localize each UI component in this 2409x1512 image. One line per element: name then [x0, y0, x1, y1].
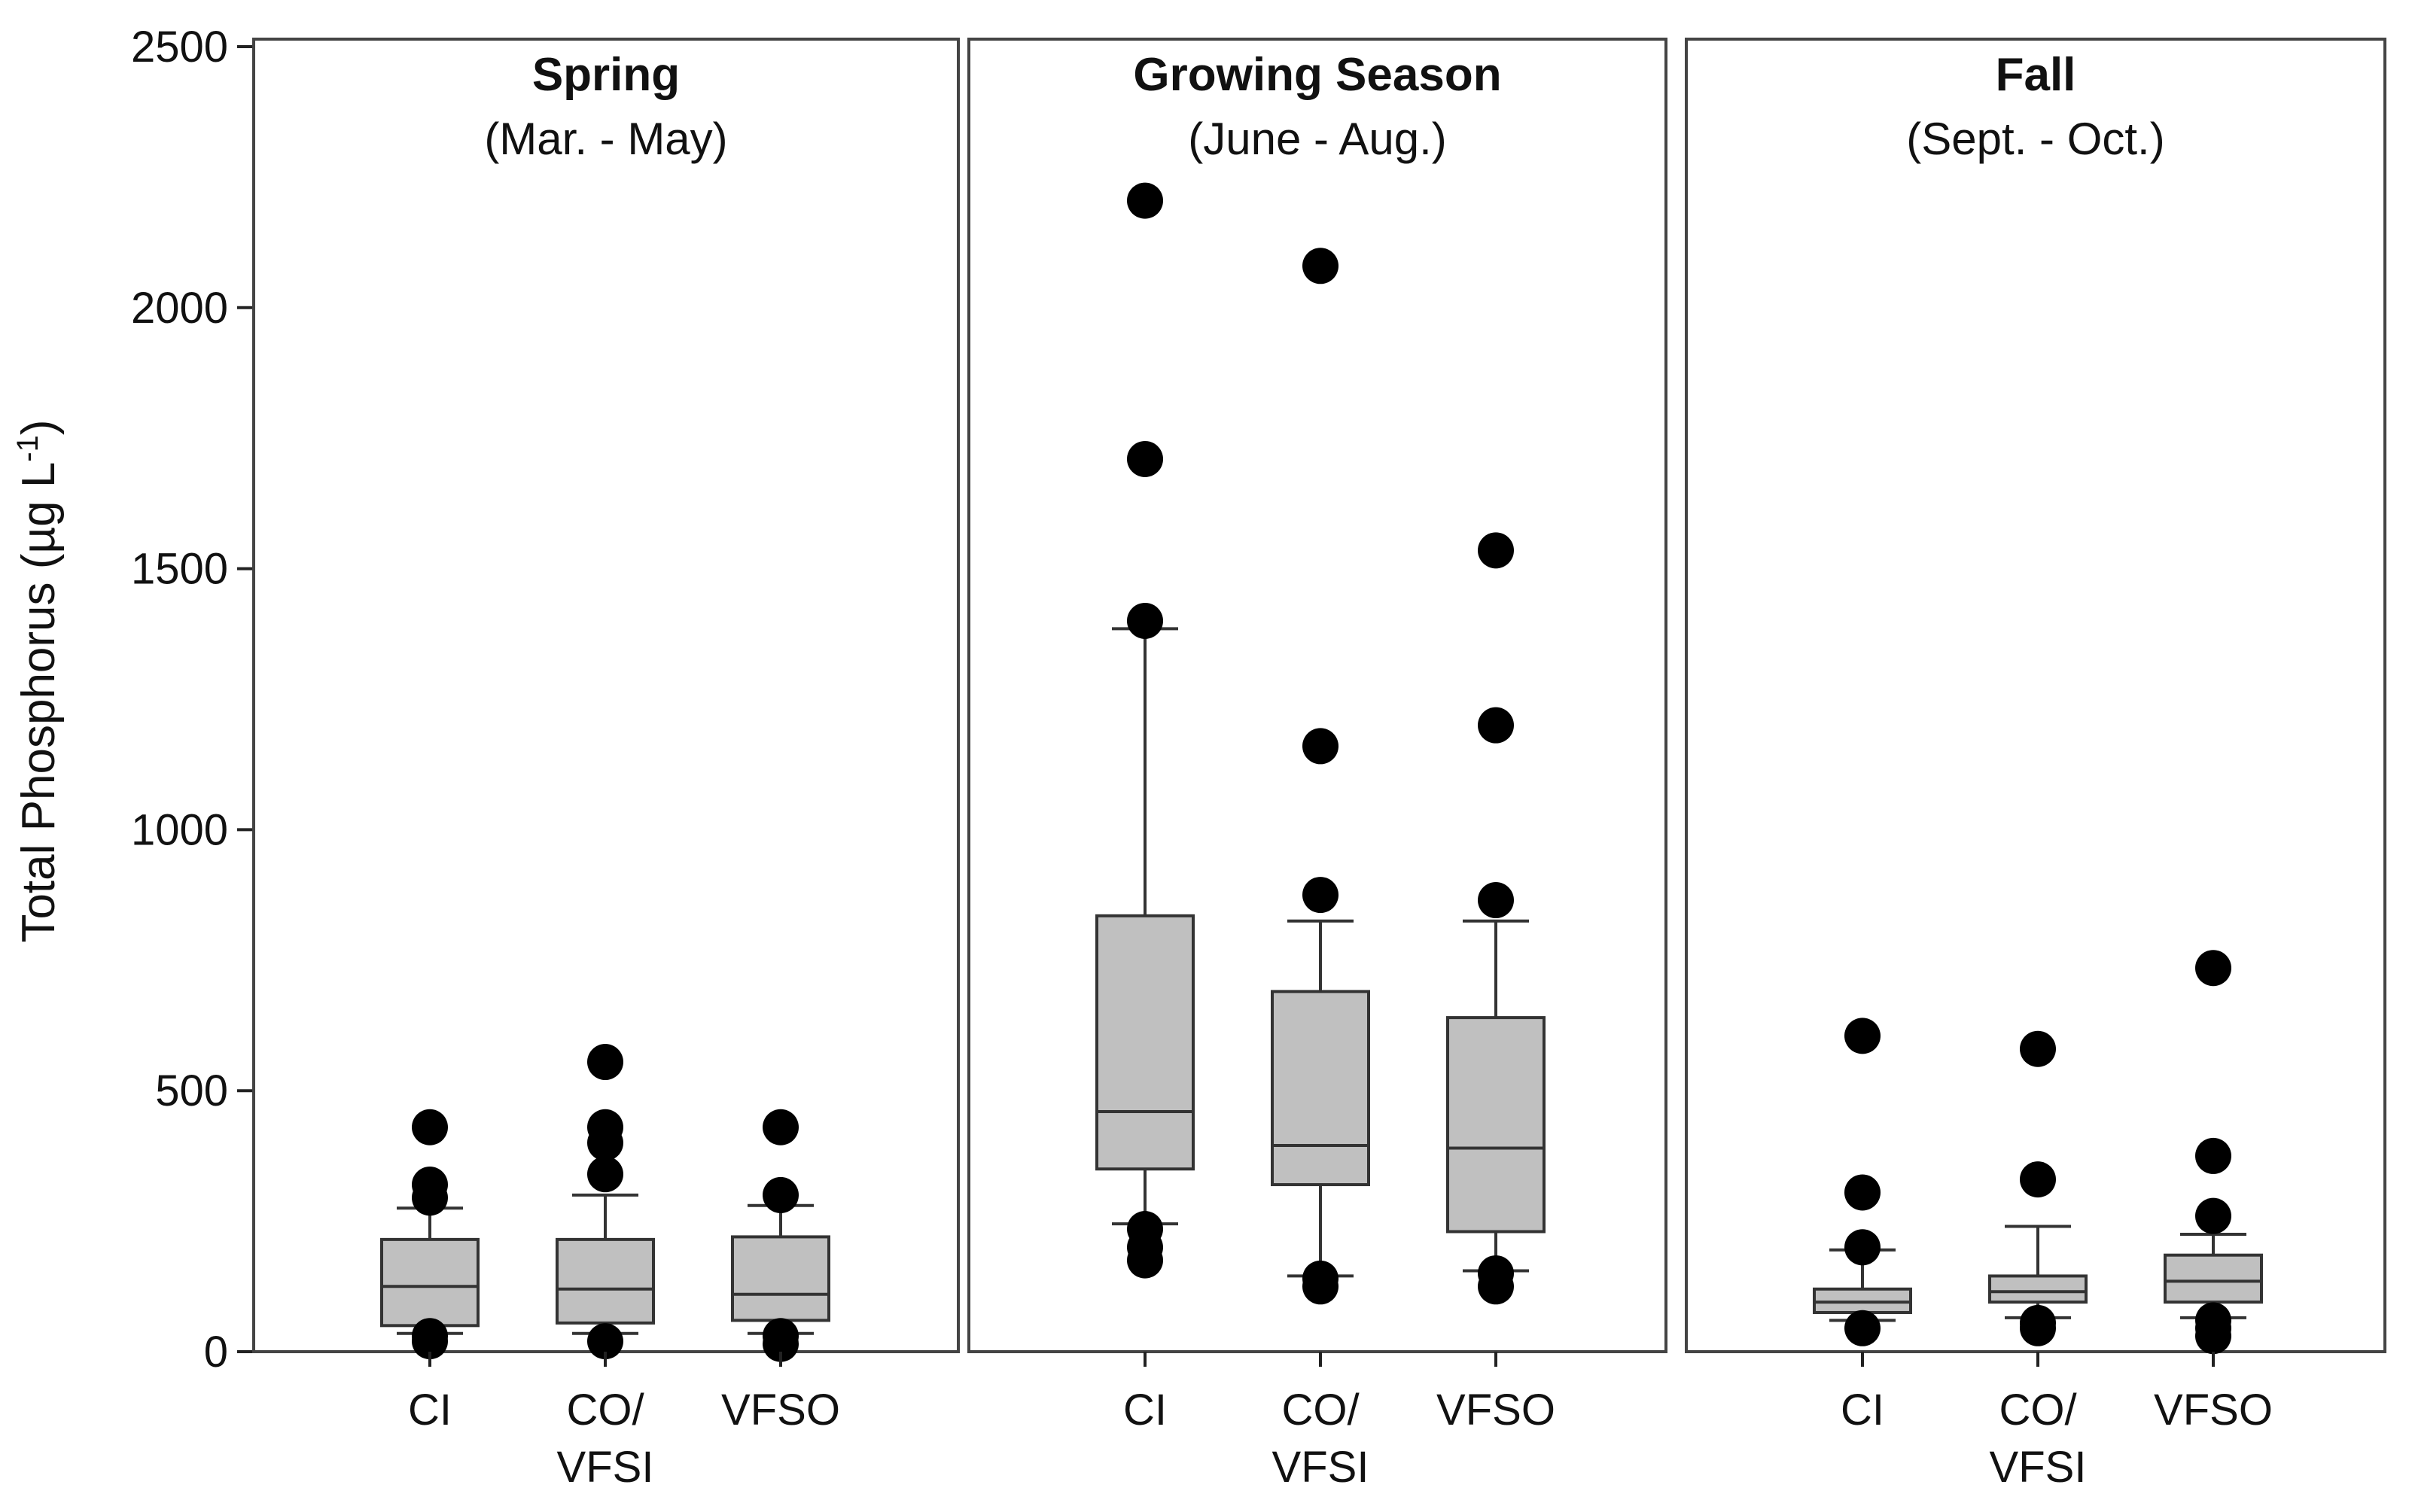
box-group: VFSO: [2154, 950, 2273, 1434]
panel-spring: Spring (Mar. - May) CI CO/VFSI VFSO: [252, 38, 960, 1492]
x-category-label: VFSO: [2154, 1386, 2273, 1434]
y-axis-label-close: ): [13, 419, 65, 435]
outlier-point: [1302, 1260, 1339, 1297]
panel-growing-season: Growing Season (June - Aug.) CI CO/VFSI VFSO: [967, 38, 1667, 1492]
outlier-point: [412, 1109, 448, 1145]
x-category-label: VFSI: [1272, 1443, 1369, 1492]
box: [2164, 1253, 2263, 1304]
box: [556, 1237, 655, 1325]
outlier-point: [2195, 1197, 2231, 1234]
outlier-point: [1302, 728, 1339, 765]
panel-frame: [1685, 38, 2386, 1353]
box-group: CO/VFSI: [1988, 1030, 2088, 1492]
outlier-point: [2195, 1137, 2231, 1174]
x-category-label: VFSO: [1436, 1386, 1555, 1434]
outlier-point: [763, 1109, 799, 1145]
x-category-label: CO/: [1281, 1386, 1360, 1434]
box: [1988, 1274, 2088, 1304]
outlier-point: [412, 1167, 448, 1203]
y-tick-label: 1500: [131, 545, 228, 594]
outlier-point: [763, 1176, 799, 1213]
box: [1271, 990, 1370, 1187]
x-category-label: CI: [408, 1386, 452, 1434]
panel-frame: [967, 38, 1667, 1353]
y-tick-label: 0: [204, 1328, 228, 1377]
outlier-point: [1844, 1018, 1881, 1054]
outlier-point: [1302, 248, 1339, 284]
y-axis-label-superscript: -1: [11, 435, 44, 462]
y-tick-label: 1000: [131, 805, 228, 854]
outlier-point: [587, 1156, 623, 1193]
outlier-point: [1478, 1255, 1514, 1291]
box-group: CO/VFSI: [556, 1044, 655, 1492]
outlier-point: [2195, 950, 2231, 987]
box-group: VFSO: [1436, 532, 1555, 1434]
panel-subtitle: (June - Aug.): [1188, 114, 1447, 164]
outlier-point: [2020, 1030, 2056, 1067]
panel-title: Fall: [1996, 49, 2076, 101]
panel-title: Growing Season: [1133, 49, 1501, 101]
x-category-label: CO/: [1999, 1386, 2077, 1434]
outlier-point: [1478, 707, 1514, 744]
outlier-point: [1302, 877, 1339, 914]
outlier-point: [587, 1044, 623, 1081]
box: [1095, 914, 1195, 1171]
outlier-point: [1844, 1310, 1881, 1346]
outlier-point: [763, 1318, 799, 1355]
x-category-label: CO/: [566, 1386, 644, 1434]
outlier-point: [587, 1323, 623, 1360]
box-group: CO/VFSI: [1271, 248, 1370, 1492]
x-category-label: VFSI: [1990, 1443, 2087, 1492]
x-category-label: CI: [1841, 1386, 1884, 1434]
panel-fall: Fall (Sept. - Oct.) CI CO/VFSI VFSO: [1685, 38, 2386, 1492]
outlier-point: [2195, 1302, 2231, 1339]
y-axis: 0 500 1000 1500 2000 2500: [131, 23, 255, 1377]
outlier-point: [2020, 1304, 2056, 1341]
outlier-point: [1127, 1211, 1163, 1248]
outlier-point: [2020, 1161, 2056, 1198]
box-group: CI: [380, 1109, 480, 1434]
y-axis-label-main: Total Phosphorus (µg L: [13, 462, 65, 943]
box: [380, 1237, 480, 1328]
panel-subtitle: (Sept. - Oct.): [1906, 114, 2164, 164]
x-category-label: VFSI: [557, 1443, 654, 1492]
x-category-label: CI: [1123, 1386, 1167, 1434]
outlier-point: [1127, 602, 1163, 639]
box-group: CI: [1095, 182, 1195, 1434]
y-axis-label: Total Phosphorus (µg L-1): [11, 419, 65, 942]
outlier-point: [1478, 882, 1514, 919]
box-group: CI: [1813, 1018, 1912, 1434]
box: [731, 1235, 830, 1322]
outlier-point: [1127, 440, 1163, 477]
outlier-point: [1844, 1174, 1881, 1211]
outlier-point: [412, 1318, 448, 1355]
y-tick-label: 500: [155, 1066, 228, 1115]
y-tick-label: 2500: [131, 23, 228, 71]
outlier-point: [1127, 182, 1163, 219]
panel-subtitle: (Mar. - May): [484, 114, 727, 164]
outlier-point: [1844, 1229, 1881, 1266]
outlier-point: [587, 1109, 623, 1145]
x-category-label: VFSO: [721, 1386, 840, 1434]
panel-title: Spring: [532, 49, 680, 101]
outlier-point: [1478, 532, 1514, 569]
box: [1446, 1016, 1546, 1234]
box-group: VFSO: [721, 1109, 840, 1434]
y-tick-label: 2000: [131, 284, 228, 333]
